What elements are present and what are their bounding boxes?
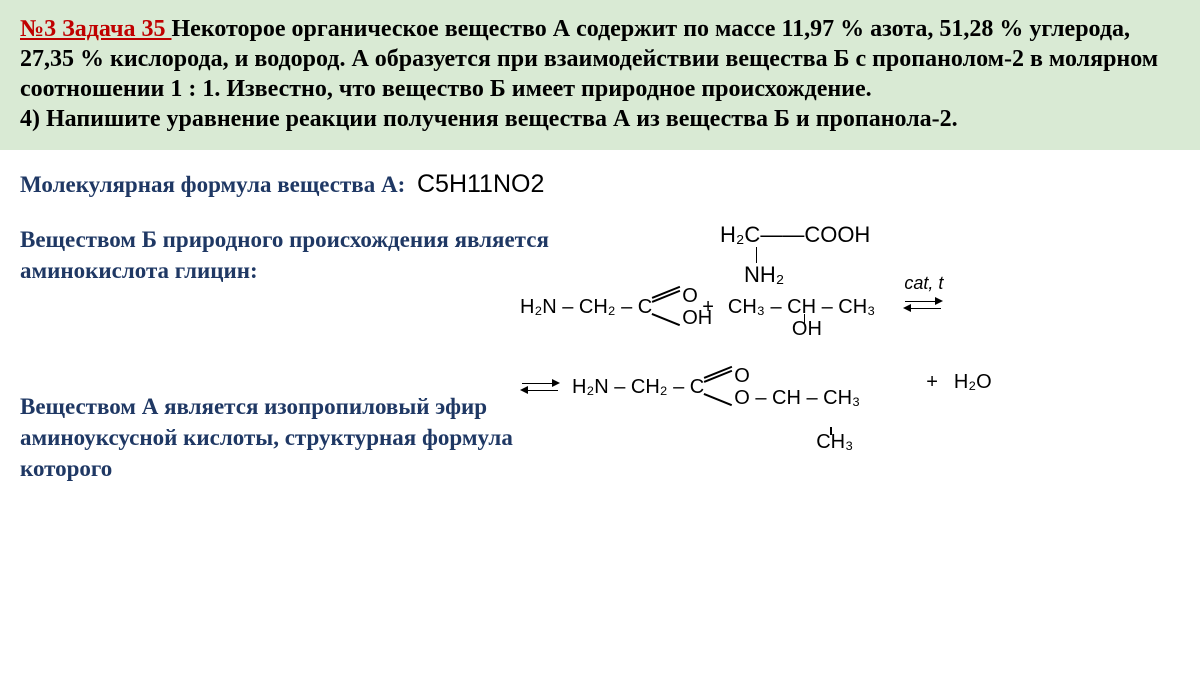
formula-a-value: C5H11NO2 bbox=[417, 170, 544, 198]
angle-oh-bot: OH bbox=[682, 307, 712, 330]
answer-substance-b-row: Веществом Б природного происхождения явл… bbox=[20, 223, 1180, 287]
ester-angle: O O – CH – CH₃ CH₃ bbox=[704, 371, 740, 405]
carboxyl-angle: O OH bbox=[652, 291, 688, 325]
catalyst-label: cat, t bbox=[904, 273, 943, 294]
task-label: №3 Задача 35 bbox=[20, 16, 172, 42]
product-prefix: H₂N – CH₂ – C bbox=[572, 376, 704, 399]
ester-ch3: CH₃ bbox=[816, 431, 853, 454]
substance-a-text: Веществом А является изопропиловый эфир … bbox=[20, 391, 540, 484]
product-ester: H₂N – CH₂ – C O O – CH – CH₃ CH₃ bbox=[572, 371, 740, 405]
equilibrium-arrows bbox=[903, 295, 943, 315]
problem-body: Некоторое органическое вещество А содерж… bbox=[20, 16, 1158, 102]
reaction-scheme: H₂N – CH₂ – C O OH + CH₃ – CH – CH₃ OH c… bbox=[520, 291, 992, 405]
product-water: H₂O bbox=[954, 371, 992, 394]
reagent-propanol: CH₃ – CH – CH₃ OH bbox=[728, 296, 875, 319]
problem-box: №3 Задача 35 Некоторое органическое веще… bbox=[0, 0, 1200, 150]
reaction-block: Веществом А является изопропиловый эфир … bbox=[20, 301, 1180, 561]
problem-q4: 4) Напишите уравнение реакции получения … bbox=[20, 104, 1180, 134]
glycine-structure: H₂C——COOH NH₂ bbox=[720, 223, 870, 287]
reaction-line-2: H₂N – CH₂ – C O O – CH – CH₃ CH₃ + H₂O bbox=[520, 371, 992, 405]
equilibrium-arrows-2 bbox=[520, 377, 560, 397]
ester-o-bottom: O – CH – CH₃ CH₃ bbox=[734, 387, 860, 410]
answer-molecular-formula: Молекулярная формула вещества А: C5H11NO… bbox=[20, 168, 1180, 201]
glycine-line1: H₂C——COOH bbox=[720, 223, 870, 247]
ester-chain: O – CH – CH₃ bbox=[734, 387, 860, 409]
problem-text: №3 Задача 35 Некоторое органическое веще… bbox=[20, 14, 1180, 104]
plus-2: + bbox=[922, 371, 942, 394]
reagent-glycine: H₂N – CH₂ – C O OH bbox=[520, 291, 688, 325]
answers-area: Молекулярная формула вещества А: C5H11NO… bbox=[0, 150, 1200, 561]
propanol-chain: CH₃ – CH – CH₃ bbox=[728, 296, 875, 318]
substance-b-text: Веществом Б природного происхождения явл… bbox=[20, 224, 640, 286]
glycine-nh2: NH₂ bbox=[744, 263, 870, 287]
formula-label: Молекулярная формула вещества А: bbox=[20, 172, 405, 197]
reaction-line-1: H₂N – CH₂ – C O OH + CH₃ – CH – CH₃ OH c… bbox=[520, 291, 992, 325]
glycine-prefix: H₂N – CH₂ – C bbox=[520, 296, 652, 319]
propanol-oh: OH bbox=[792, 318, 822, 341]
ester-o-top: O bbox=[734, 365, 750, 388]
glycine-bond bbox=[756, 247, 870, 263]
angle-o-top: O bbox=[682, 285, 698, 308]
